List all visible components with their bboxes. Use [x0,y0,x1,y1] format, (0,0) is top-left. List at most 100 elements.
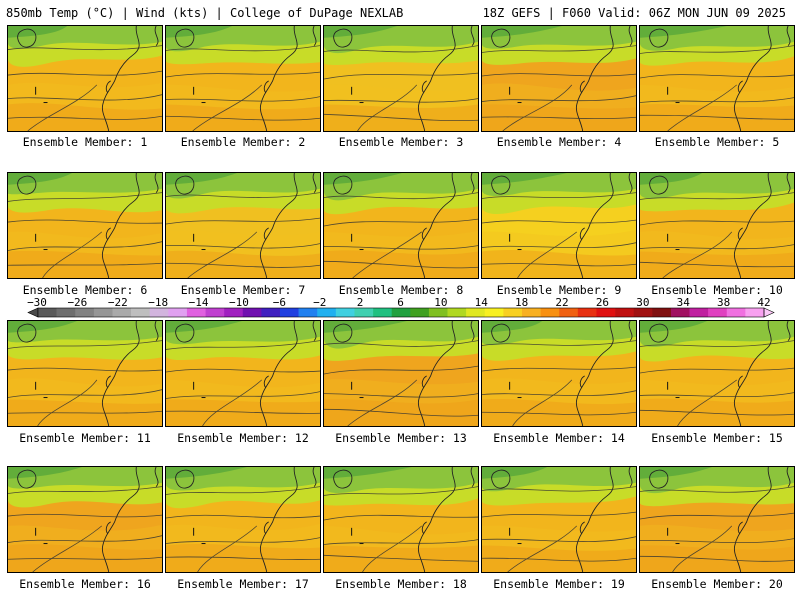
color-bar-tick-label: 30 [636,296,650,309]
ensemble-member-map [481,172,637,279]
color-bar-tick-label: −14 [188,296,209,309]
ensemble-member-label: Ensemble Member: 19 [493,577,625,591]
color-bar-segment [577,308,597,317]
color-bar-tick-label: −6 [272,296,286,309]
color-bar-tick-label: 14 [474,296,488,309]
color-bar-segment [596,308,616,317]
ensemble-member-map [639,172,795,279]
color-bar-segment [205,308,225,317]
color-bar-tick-label: 2 [356,296,364,309]
ensemble-member-map [7,25,163,132]
color-bar-segment [354,308,374,317]
color-bar-segment [447,308,467,317]
color-bar-segment [615,308,634,317]
ensemble-member-map [323,172,479,279]
ensemble-member-label: Ensemble Member: 8 [338,283,464,297]
ensemble-member-label: Ensemble Member: 20 [651,577,783,591]
color-bar-tick-label: 22 [555,296,569,309]
ensemble-member-label: Ensemble Member: 16 [19,577,151,591]
color-bar-tick-label: 26 [595,296,610,309]
color-bar-segment [708,308,728,317]
color-bar-segment [503,308,523,317]
color-bar-tick-label: 42 [757,296,771,309]
color-bar-segment [93,308,113,317]
ensemble-member-label: Ensemble Member: 9 [496,283,622,297]
ensemble-member-label: Ensemble Member: 1 [22,135,148,149]
ensemble-member-label: Ensemble Member: 10 [651,283,783,297]
color-bar-tick-label: −2 [313,296,327,309]
color-bar-outline [37,307,765,318]
color-bar-segment [466,308,486,317]
color-bar-tick-label: −26 [67,296,88,309]
color-bar-segment [317,308,337,317]
map-title: 850mb Temp (°C) | Wind (kts) | College o… [6,6,404,20]
color-bar-segment [335,308,355,317]
ensemble-member-map [481,320,637,427]
ensemble-member-map [165,25,321,132]
color-bar-segment [149,308,169,317]
ensemble-member-map [481,25,637,132]
color-bar-segment [373,308,392,317]
color-bar-tick-label: 18 [515,296,529,309]
color-bar-segment [633,308,653,317]
color-bar-tick-label: −18 [148,296,169,309]
color-bar-segment [484,308,504,317]
color-bar-segment [540,308,560,317]
ensemble-member-label: Ensemble Member: 17 [177,577,309,591]
color-bar-tick-label: 38 [716,296,731,309]
ensemble-member-map [165,172,321,279]
ensemble-member-map [323,320,479,427]
color-bar-tick-label: −10 [229,296,249,309]
ensemble-member-map [639,466,795,573]
color-bar-segment [410,308,430,317]
ensemble-member-map [639,25,795,132]
color-bar-segment [280,308,299,317]
color-bar-segment [391,308,411,317]
ensemble-member-label: Ensemble Member: 2 [180,135,306,149]
ensemble-member-label: Ensemble Member: 11 [19,431,151,445]
color-bar-segment [559,308,579,317]
ensemble-member-label: Ensemble Member: 3 [338,135,464,149]
color-bar-segment [652,308,672,317]
ensemble-member-map [7,172,163,279]
ensemble-member-label: Ensemble Member: 14 [493,431,625,445]
color-bar-tick-label: 34 [676,296,690,309]
color-bar-segment [75,308,95,317]
ensemble-member-map [639,320,795,427]
run-valid-time: 18Z GEFS | F060 Valid: 06Z MON JUN 09 20… [482,6,786,20]
ensemble-member-label: Ensemble Member: 7 [180,283,306,297]
color-bar-segment [689,308,709,317]
color-bar-segment [261,308,281,317]
color-bar-tick-label: 6 [397,296,404,309]
ensemble-member-map [165,466,321,573]
color-bar-segment [522,308,541,317]
color-bar-segment [428,308,448,317]
color-bar-max-arrow [763,307,775,318]
ensemble-member-map [7,466,163,573]
color-bar-segment [131,308,150,317]
color-bar-segment [726,308,746,317]
color-bar-segment [168,308,188,317]
color-bar-segment [186,308,206,317]
color-bar-segment [224,308,244,317]
color-bar-tick-label: −22 [107,296,128,309]
ensemble-member-map [323,466,479,573]
ensemble-member-label: Ensemble Member: 15 [651,431,783,445]
ensemble-member-map [481,466,637,573]
ensemble-member-map [165,320,321,427]
color-bar-tick-label: 10 [434,296,448,309]
color-bar-segment [670,308,690,317]
color-bar-labels: −30 −26 −22 −18 −14 −10 −6 −2 2 6 10 14 18 22 26 30 34 38… [0,296,800,309]
color-bar-segment [38,308,57,317]
color-bar-segment [56,308,76,317]
ensemble-member-label: Ensemble Member: 4 [496,135,622,149]
color-bar-min-arrow [27,307,39,318]
ensemble-member-label: Ensemble Member: 18 [335,577,467,591]
ensemble-member-map [323,25,479,132]
ensemble-member-label: Ensemble Member: 5 [654,135,780,149]
ensemble-member-label: Ensemble Member: 12 [177,431,309,445]
ensemble-member-label: Ensemble Member: 13 [335,431,467,445]
color-bar-segment [242,308,262,317]
color-bar-segment [745,308,765,317]
ensemble-member-map [7,320,163,427]
